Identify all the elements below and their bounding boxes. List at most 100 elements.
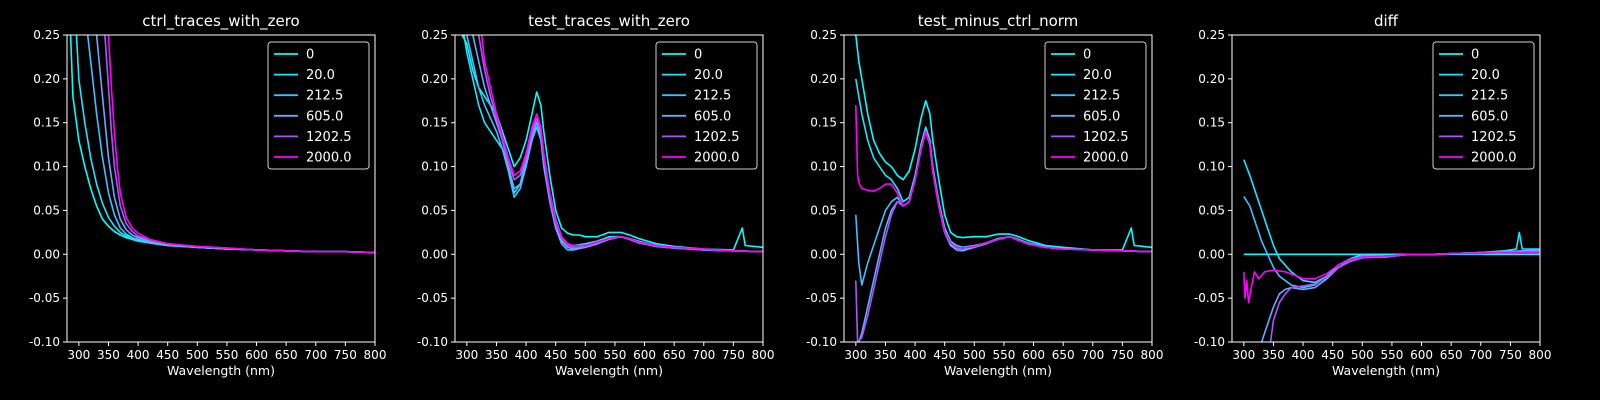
x-tick-label: 800 (1529, 348, 1552, 362)
y-tick-label: 0.25 (810, 28, 837, 42)
legend-entry: 212.5 (694, 89, 731, 104)
x-tick-label: 800 (1141, 348, 1164, 362)
y-tick-label: -0.05 (417, 291, 448, 305)
x-tick-label: 600 (245, 348, 268, 362)
y-tick-label: 0.00 (33, 247, 60, 261)
legend: 0 20.0 212.5 605.0 1202.5 2000.0 (1044, 41, 1147, 170)
x-tick-label: 700 (1469, 348, 1492, 362)
axes-frame (843, 34, 1153, 343)
series-group (461, 35, 763, 253)
x-tick-label: 350 (1262, 348, 1285, 362)
legend-entry: 2000.0 (306, 151, 352, 166)
legend-entry: 605.0 (694, 109, 731, 124)
axes-frame (454, 34, 764, 343)
y-tick-label: 0.00 (1198, 247, 1225, 261)
y-tick-label: 0.20 (421, 72, 448, 86)
chart-panel-2: 300 350 400 450 500 550 600 650 700 750 800 -0.10 -0… (417, 12, 775, 378)
legend: 0 20.0 212.5 605.0 1202.5 2000.0 (655, 41, 758, 170)
x-tick-label: 650 (1052, 348, 1075, 362)
series-line-1202.5 (477, 35, 763, 253)
y-tick-label: 0.05 (1198, 203, 1225, 217)
x-tick-label: 400 (127, 348, 150, 362)
y-tick-label: -0.10 (29, 335, 60, 349)
chart-title: test_traces_with_zero (528, 12, 690, 31)
x-tick-label: 600 (633, 348, 656, 362)
y-tick-label: 0.05 (421, 203, 448, 217)
legend-entry: 20.0 (1471, 68, 1500, 83)
chart-title: diff (1374, 12, 1399, 30)
legend-entry: 605.0 (1083, 109, 1120, 124)
series-group (1243, 159, 1540, 342)
legend-entry: 0 (1083, 48, 1091, 63)
x-axis-label: Wavelength (nm) (167, 363, 275, 378)
axes-frame (1231, 34, 1541, 343)
legend-entry: 20.0 (694, 68, 723, 83)
x-tick-label: 300 (67, 348, 90, 362)
x-tick-label: 750 (1499, 348, 1522, 362)
x-tick-label: 450 (544, 348, 567, 362)
series-line-0 (855, 35, 1152, 251)
series-line-2000.0 (107, 35, 375, 254)
x-tick-label: 300 (455, 348, 478, 362)
x-tick-label: 450 (933, 348, 956, 362)
legend-entry: 0 (1471, 48, 1479, 63)
legend-entry: 0 (306, 48, 314, 63)
x-tick-label: 400 (1292, 348, 1315, 362)
x-tick-label: 400 (515, 348, 538, 362)
y-tick-label: 0.05 (33, 203, 60, 217)
x-tick-label: 550 (1380, 348, 1403, 362)
legend: 0 20.0 212.5 605.0 1202.5 2000.0 (267, 41, 370, 170)
legend-entry: 1202.5 (1471, 130, 1517, 145)
series-line-2000.0 (855, 105, 1152, 253)
x-tick-label: 550 (603, 348, 626, 362)
legend-entry: 212.5 (1471, 89, 1508, 104)
x-tick-label: 350 (874, 348, 897, 362)
x-tick-label: 500 (1351, 348, 1374, 362)
y-tick-label: -0.05 (29, 291, 60, 305)
y-tick-label: 0.25 (33, 28, 60, 42)
y-tick-label: -0.10 (806, 335, 837, 349)
x-tick-label: 600 (1022, 348, 1045, 362)
x-tick-label: 650 (275, 348, 298, 362)
y-tick-label: 0.15 (33, 116, 60, 130)
y-tick-label: -0.05 (806, 291, 837, 305)
x-tick-label: 300 (1232, 348, 1255, 362)
x-tick-label: 700 (1081, 348, 1104, 362)
y-tick-label: 0.25 (421, 28, 448, 42)
y-tick-label: 0.00 (810, 247, 837, 261)
chart-title: test_minus_ctrl_norm (918, 12, 1079, 31)
series-line-2000.0 (1243, 251, 1540, 304)
x-tick-label: 550 (992, 348, 1015, 362)
series-group (69, 35, 375, 254)
legend-entry: 1202.5 (306, 130, 352, 145)
series-group (855, 35, 1152, 342)
series-line-2000.0 (480, 35, 763, 253)
legend-entry: 605.0 (1471, 109, 1508, 124)
x-tick-label: 650 (663, 348, 686, 362)
chart-panel-4: 300 350 400 450 500 550 600 650 700 750 800 -0.10 -0… (1194, 12, 1552, 378)
chart-panel-1: 300 350 400 450 500 550 600 650 700 750 800 -0.10 -0… (29, 12, 387, 378)
y-tick-label: -0.05 (1194, 291, 1225, 305)
y-tick-label: 0.15 (810, 116, 837, 130)
x-tick-label: 500 (963, 348, 986, 362)
x-axis-label: Wavelength (nm) (555, 363, 663, 378)
y-tick-label: 0.20 (33, 72, 60, 86)
x-tick-label: 500 (574, 348, 597, 362)
legend-entry: 212.5 (306, 89, 343, 104)
x-tick-label: 450 (1321, 348, 1344, 362)
x-tick-label: 300 (844, 348, 867, 362)
legend-entry: 1202.5 (694, 130, 740, 145)
legend-entry: 2000.0 (1083, 151, 1129, 166)
legend-entry: 605.0 (306, 109, 343, 124)
legend-entry: 20.0 (1083, 68, 1112, 83)
x-tick-label: 450 (156, 348, 179, 362)
y-tick-label: 0.10 (1198, 160, 1225, 174)
legend-entry: 212.5 (1083, 89, 1120, 104)
x-tick-label: 800 (752, 348, 775, 362)
y-tick-label: 0.20 (810, 72, 837, 86)
x-tick-label: 650 (1440, 348, 1463, 362)
y-tick-label: 0.10 (810, 160, 837, 174)
x-tick-label: 750 (1111, 348, 1134, 362)
legend: 0 20.0 212.5 605.0 1202.5 2000.0 (1432, 41, 1535, 170)
